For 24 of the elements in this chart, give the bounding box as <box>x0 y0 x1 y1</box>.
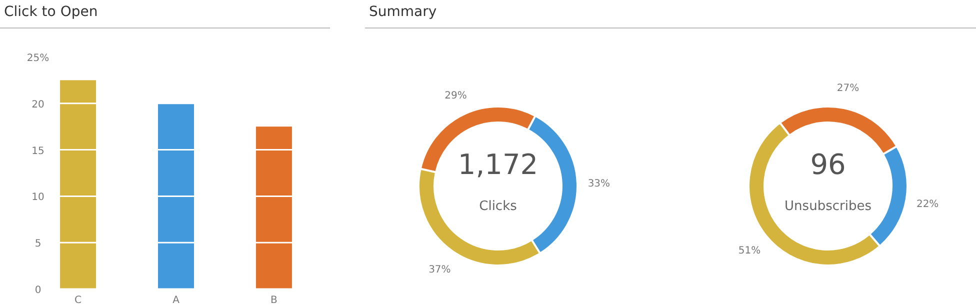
x-tick-label: C <box>74 295 82 306</box>
y-tick-label: 15 <box>32 146 44 157</box>
text: 1,172 <box>458 148 538 181</box>
data-label: 33% <box>588 178 610 190</box>
bar <box>256 126 292 289</box>
text: Clicks <box>479 199 518 214</box>
bar <box>158 103 194 289</box>
text: Unsubscribes <box>784 199 872 214</box>
y-tick-label: 25% <box>26 53 50 64</box>
x-tick-label: A <box>172 295 180 306</box>
text: 96 <box>810 148 846 181</box>
y-tick-label: 0 <box>34 285 42 296</box>
x-tick-label: B <box>270 295 278 306</box>
y-tick-label: 20 <box>32 99 44 110</box>
data-label: 27% <box>836 82 860 94</box>
y-tick-label: 10 <box>32 192 44 204</box>
y-tick-label: 5 <box>34 238 42 250</box>
bar <box>60 80 96 289</box>
data-label: 51% <box>738 246 761 257</box>
chart-title: Summary <box>369 4 437 20</box>
data-label: 22% <box>916 198 939 210</box>
data-label: 29% <box>444 90 467 102</box>
chart-title: Click to Open <box>4 4 98 20</box>
data-label: 37% <box>428 264 451 276</box>
